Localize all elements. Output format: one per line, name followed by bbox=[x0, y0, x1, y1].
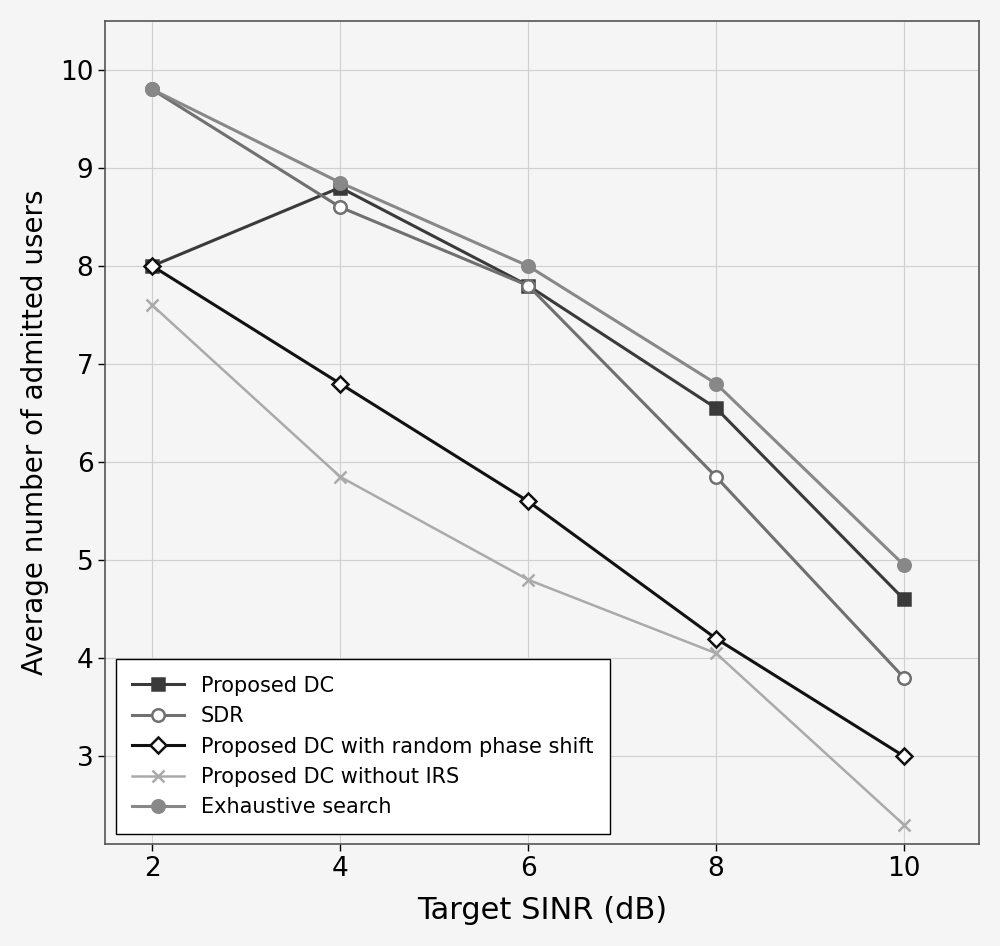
Legend: Proposed DC, SDR, Proposed DC with random phase shift, Proposed DC without IRS, : Proposed DC, SDR, Proposed DC with rando… bbox=[116, 659, 610, 834]
Proposed DC bbox=[898, 594, 910, 605]
Proposed DC with random phase shift bbox=[146, 260, 158, 272]
X-axis label: Target SINR (dB): Target SINR (dB) bbox=[417, 896, 667, 925]
Proposed DC without IRS bbox=[146, 300, 158, 311]
Exhaustive search bbox=[898, 559, 910, 570]
Exhaustive search bbox=[522, 260, 534, 272]
Line: SDR: SDR bbox=[146, 83, 910, 684]
Proposed DC without IRS bbox=[334, 471, 346, 482]
Line: Proposed DC: Proposed DC bbox=[146, 182, 910, 605]
Proposed DC with random phase shift bbox=[522, 496, 534, 507]
Proposed DC with random phase shift bbox=[898, 750, 910, 762]
Proposed DC without IRS bbox=[898, 819, 910, 831]
Exhaustive search bbox=[334, 177, 346, 188]
Line: Proposed DC with random phase shift: Proposed DC with random phase shift bbox=[147, 260, 910, 762]
Proposed DC bbox=[522, 280, 534, 291]
Proposed DC bbox=[710, 402, 722, 413]
SDR bbox=[146, 84, 158, 96]
Proposed DC without IRS bbox=[710, 648, 722, 659]
Proposed DC without IRS bbox=[522, 574, 534, 586]
Line: Proposed DC without IRS: Proposed DC without IRS bbox=[146, 299, 910, 832]
Line: Exhaustive search: Exhaustive search bbox=[146, 83, 910, 571]
Proposed DC bbox=[334, 182, 346, 193]
SDR bbox=[334, 201, 346, 213]
SDR bbox=[710, 471, 722, 482]
Proposed DC bbox=[146, 260, 158, 272]
Proposed DC with random phase shift bbox=[710, 633, 722, 644]
Y-axis label: Average number of admitted users: Average number of admitted users bbox=[21, 190, 49, 675]
SDR bbox=[522, 280, 534, 291]
SDR bbox=[898, 672, 910, 683]
Exhaustive search bbox=[146, 84, 158, 96]
Proposed DC with random phase shift bbox=[334, 378, 346, 390]
Exhaustive search bbox=[710, 378, 722, 390]
